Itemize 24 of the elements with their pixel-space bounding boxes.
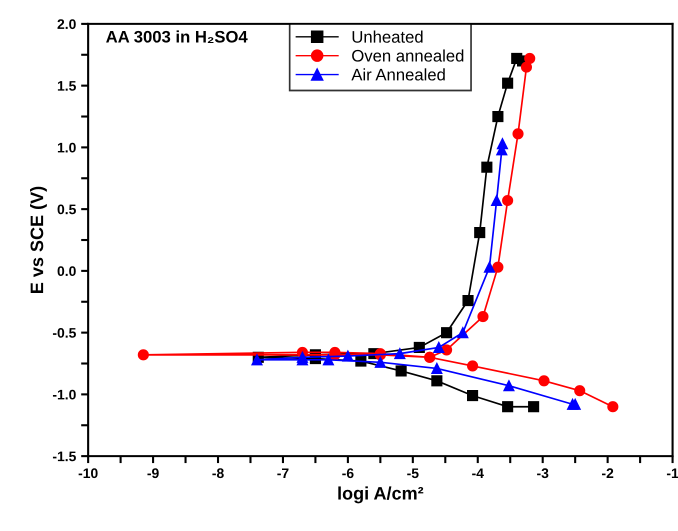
x-axis-title: logi A/cm² (338, 486, 424, 504)
x-tick-label: -7 (277, 468, 289, 478)
y-tick-label: 0.0 (58, 266, 76, 276)
legend-label: Air Annealed (351, 68, 445, 81)
x-tick-label: -9 (147, 468, 159, 478)
x-tick-label: -10 (78, 468, 98, 478)
legend-label: Oven annealed (352, 49, 464, 62)
x-tick-label: -5 (407, 468, 419, 478)
x-tick-label: -3 (537, 468, 548, 478)
x-tick-label: -1 (666, 468, 678, 478)
legend-label: Unheated (352, 30, 423, 43)
y-tick-label: 0.5 (58, 204, 76, 214)
y-tick-label: -0.5 (52, 328, 76, 338)
annotation: AA 3003 in H₂SO4 (106, 30, 248, 43)
y-axis-title: E vs SCE (V) (30, 186, 47, 293)
y-tick-label: -1.0 (52, 390, 76, 400)
x-tick-label: -6 (342, 468, 354, 478)
y-tick-label: -1.5 (52, 452, 76, 462)
x-tick-label: -8 (212, 468, 224, 478)
y-tick-label: 2.0 (58, 19, 76, 30)
x-tick-label: -2 (602, 468, 614, 478)
y-tick-label: 1.5 (58, 81, 76, 91)
y-tick-label: 1.0 (58, 142, 76, 153)
x-tick-label: -4 (472, 468, 484, 478)
